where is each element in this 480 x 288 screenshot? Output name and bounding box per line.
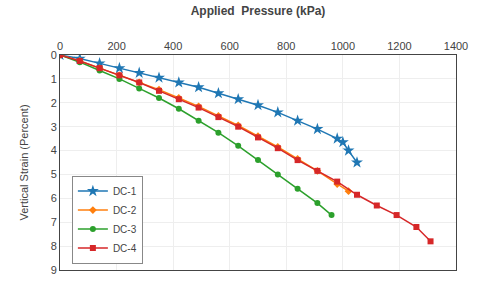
svg-text:0: 0 <box>51 49 57 61</box>
svg-text:DC-1: DC-1 <box>113 186 137 197</box>
svg-text:3: 3 <box>51 121 57 133</box>
svg-text:DC-2: DC-2 <box>113 205 137 216</box>
svg-text:DC-4: DC-4 <box>113 243 137 254</box>
svg-text:1200: 1200 <box>387 40 411 52</box>
svg-text:800: 800 <box>277 40 295 52</box>
svg-text:200: 200 <box>107 40 125 52</box>
svg-text:9: 9 <box>51 264 57 276</box>
svg-text:1400: 1400 <box>444 40 468 52</box>
svg-text:400: 400 <box>164 40 182 52</box>
svg-text:600: 600 <box>221 40 239 52</box>
svg-text:DC-3: DC-3 <box>113 224 137 235</box>
svg-text:5: 5 <box>51 168 57 180</box>
svg-text:2: 2 <box>51 97 57 109</box>
svg-text:Vertical Strain (Percent): Vertical Strain (Percent) <box>18 104 30 220</box>
svg-text:Applied Pressure (kPa): Applied Pressure (kPa) <box>191 4 326 18</box>
svg-text:0: 0 <box>57 40 63 52</box>
svg-text:8: 8 <box>51 240 57 252</box>
svg-text:7: 7 <box>51 216 57 228</box>
svg-text:1: 1 <box>51 73 57 85</box>
svg-text:6: 6 <box>51 192 57 204</box>
svg-text:1000: 1000 <box>331 40 355 52</box>
svg-text:4: 4 <box>51 144 57 156</box>
